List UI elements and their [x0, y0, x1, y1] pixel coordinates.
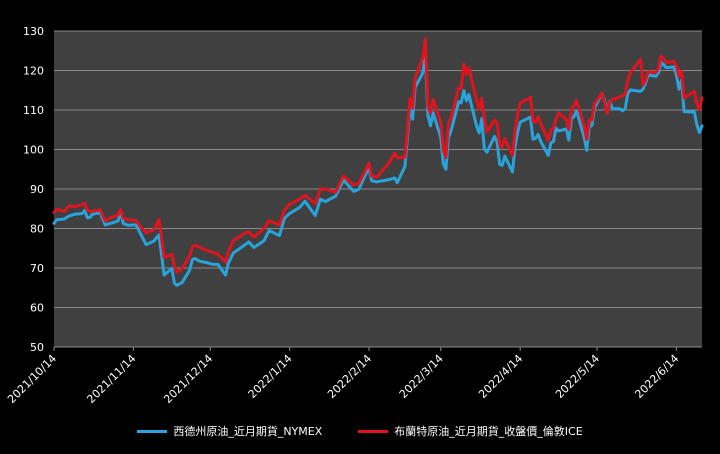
y-tick-label: 80: [30, 223, 44, 236]
y-tick-label: 110: [23, 104, 44, 117]
legend-item-brent: 布蘭特原油_近月期貨_收盤價_倫敦ICE: [358, 423, 583, 439]
legend: 西德州原油_近月期貨_NYMEX 布蘭特原油_近月期貨_收盤價_倫敦ICE: [0, 421, 720, 441]
y-tick-label: 130: [23, 25, 44, 38]
series-lines: [52, 37, 704, 287]
y-tick-label: 120: [23, 65, 44, 78]
y-tick-label: 90: [30, 183, 44, 196]
y-tick-label: 70: [30, 262, 44, 275]
legend-swatch-brent: [358, 429, 389, 433]
legend-label-brent: 布蘭特原油_近月期貨_收盤價_倫敦ICE: [394, 425, 583, 438]
y-axis-tick-labels: 50 60 70 80 90 100 110 120 130: [23, 25, 44, 354]
y-tick-label: 50: [30, 341, 44, 354]
series-line-brent: [52, 37, 704, 274]
legend-label-wti: 西德州原油_近月期貨_NYMEX: [173, 425, 323, 438]
legend-swatch-wti: [137, 429, 168, 433]
y-tick-label: 100: [23, 144, 44, 157]
legend-item-wti: 西德州原油_近月期貨_NYMEX: [137, 423, 322, 439]
y-tick-label: 60: [30, 302, 44, 315]
